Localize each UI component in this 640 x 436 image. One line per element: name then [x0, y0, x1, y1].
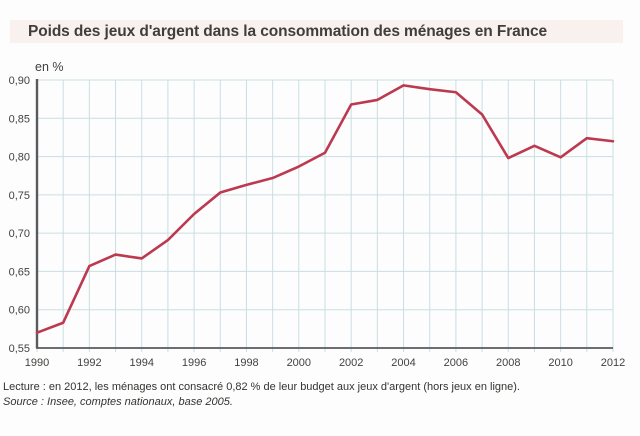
y-tick-label: 0,75: [9, 190, 30, 202]
x-tick-label: 2008: [496, 357, 520, 369]
y-tick-label: 0,85: [9, 113, 30, 125]
y-tick-label: 0,60: [9, 305, 30, 317]
x-tick-label: 1994: [129, 357, 153, 369]
y-tick-label: 0,80: [9, 152, 30, 164]
y-tick-label: 0,70: [9, 228, 30, 240]
x-tick-label: 2000: [287, 357, 311, 369]
x-tick-label: 1990: [25, 357, 49, 369]
y-tick-label: 0,55: [9, 343, 30, 355]
x-tick-label: 2002: [339, 357, 363, 369]
chart-footer: Lecture : en 2012, les ménages ont consa…: [3, 380, 633, 410]
x-tick-label: 2010: [548, 357, 572, 369]
x-tick-label: 1996: [182, 357, 206, 369]
chart-title-bar: Poids des jeux d'argent dans la consomma…: [10, 20, 623, 43]
x-tick-label: 2004: [391, 357, 415, 369]
y-axis-unit-label: en %: [35, 60, 64, 74]
chart-title: Poids des jeux d'argent dans la consomma…: [28, 22, 548, 40]
x-tick-label: 2012: [601, 357, 625, 369]
x-tick-label: 1992: [77, 357, 101, 369]
y-tick-label: 0,90: [9, 75, 30, 87]
source-note: Source : Insee, comptes nationaux, base …: [3, 396, 233, 408]
y-tick-label: 0,65: [9, 266, 30, 278]
data-line-jeux-argent: [35, 84, 615, 334]
x-tick-label: 2006: [444, 357, 468, 369]
x-tick-label: 1998: [234, 357, 258, 369]
reading-note: Lecture : en 2012, les ménages ont consa…: [3, 381, 520, 393]
